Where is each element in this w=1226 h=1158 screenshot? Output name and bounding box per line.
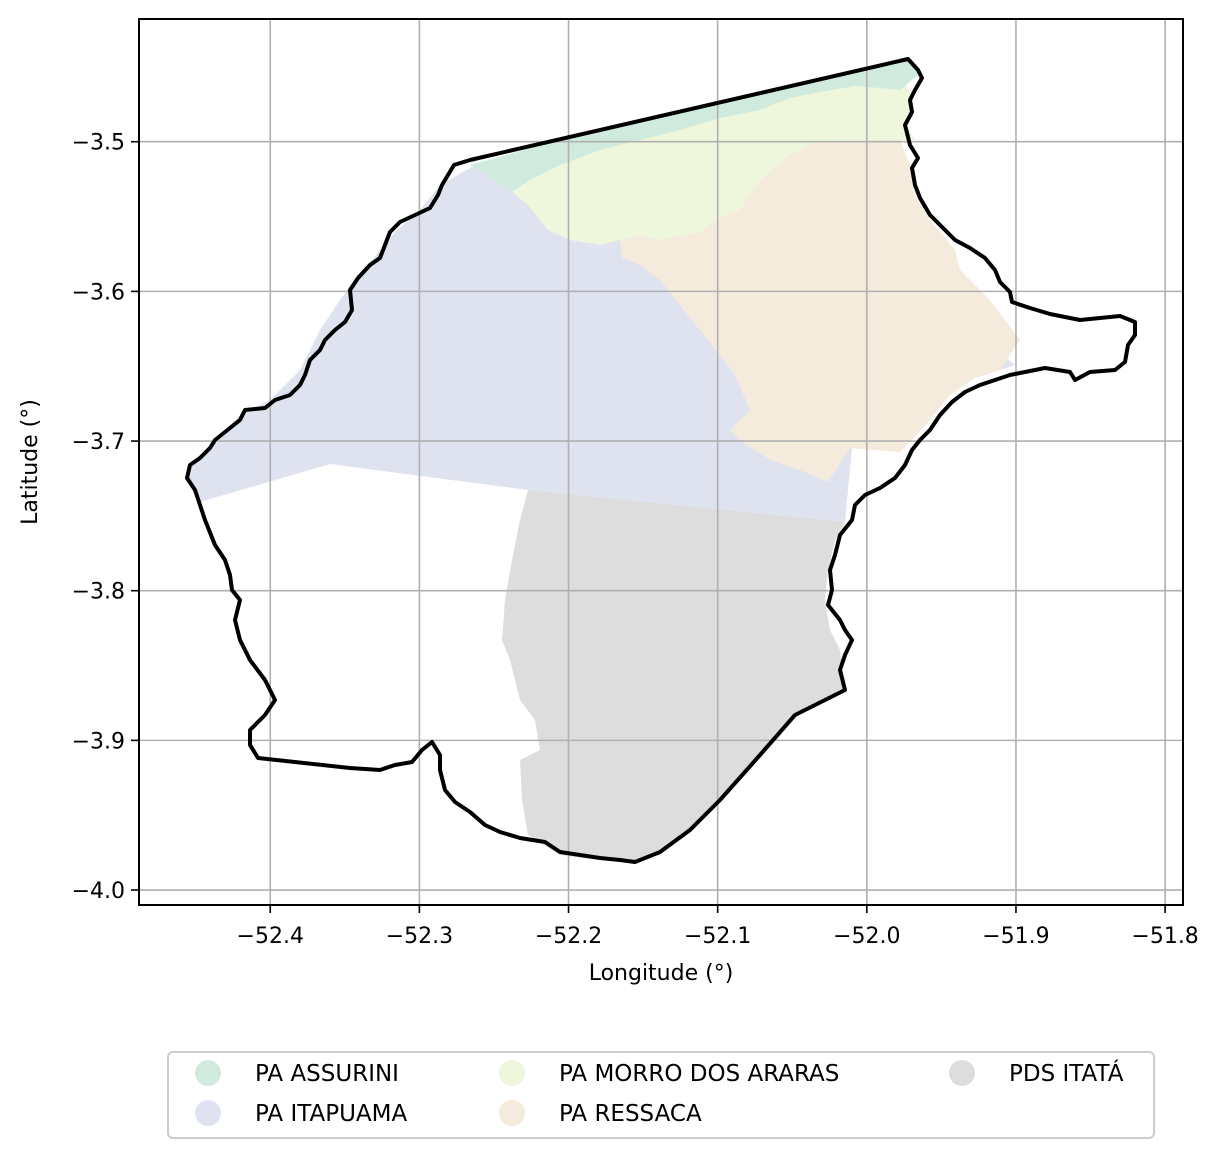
legend-marker: [499, 1060, 525, 1086]
y-tick-label: −3.9: [72, 729, 125, 754]
y-tick-label: −3.7: [72, 430, 125, 455]
study-area-boundary: [185, 57, 1137, 864]
region-pds-itata: [502, 490, 845, 860]
x-tick-label: −51.8: [1131, 924, 1198, 949]
legend-marker: [195, 1100, 221, 1126]
y-axis-label: Latitude (°): [18, 399, 43, 525]
x-tick-label: −52.2: [535, 924, 602, 949]
legend-label: PA ITAPUAMA: [255, 1101, 408, 1127]
x-tick-label: −52.0: [833, 924, 900, 949]
y-tick-label: −3.8: [72, 580, 125, 605]
region-pa-ressaca: [620, 140, 1020, 482]
x-tick-label: −52.3: [386, 924, 453, 949]
legend-label: PA ASSURINI: [255, 1061, 399, 1087]
x-tick-label: −51.9: [982, 924, 1049, 949]
region-pa-assurini: [470, 60, 918, 192]
legend-label: PA MORRO DOS ARARAS: [559, 1061, 839, 1087]
regions-layer: [186, 60, 1020, 860]
x-axis-label: Longitude (°): [589, 961, 734, 986]
x-axis: −52.4 −52.3 −52.2 −52.1 −52.0 −51.9 −51.8: [237, 905, 1199, 949]
axes-frame: [138, 18, 1184, 906]
legend: PA ASSURINI PA ITAPUAMA PA MORRO DOS ARARA…: [167, 1051, 1155, 1139]
y-tick-label: −3.5: [72, 131, 125, 156]
y-tick-label: −3.6: [72, 280, 125, 305]
x-tick-label: −52.1: [684, 924, 751, 949]
legend-marker: [499, 1100, 525, 1126]
legend-label: PA RESSACA: [559, 1101, 702, 1127]
legend-marker: [949, 1060, 975, 1086]
region-pa-morro-dos-araras: [512, 72, 915, 245]
y-axis: −3.5 −3.6 −3.7 −3.8 −3.9 −4.0: [72, 131, 139, 904]
legend-items: PA ASSURINI PA ITAPUAMA PA MORRO DOS ARARA…: [195, 1059, 1124, 1127]
grid-lines: [139, 19, 1183, 905]
legend-box: [167, 1051, 1155, 1139]
legend-marker: [195, 1060, 221, 1086]
y-tick-label: −4.0: [72, 879, 125, 904]
x-tick-label: −52.4: [237, 924, 304, 949]
legend-label: PDS ITATÁ: [1009, 1059, 1124, 1087]
